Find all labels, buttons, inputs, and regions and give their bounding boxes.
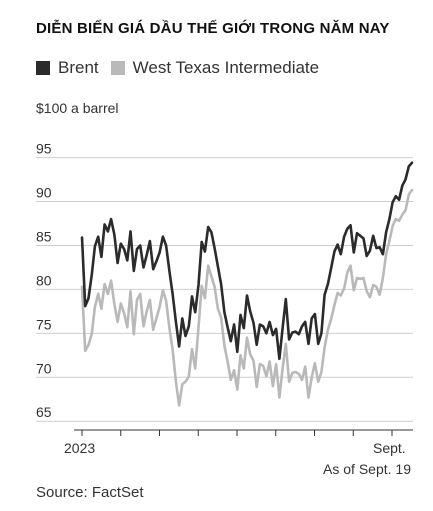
series-line-wti xyxy=(80,188,414,407)
y-tick-labels: 95 90 85 80 75 70 65 xyxy=(36,141,52,421)
legend-label-wti: West Texas Intermediate xyxy=(132,58,320,77)
legend-item-brent: Brent xyxy=(36,58,99,78)
x-tick-label-start: 2023 xyxy=(64,440,95,456)
series-lines xyxy=(80,161,414,407)
y-tick-label: 70 xyxy=(36,360,52,376)
as-of-note: As of Sept. 19 xyxy=(323,461,411,477)
x-tick-label-sept: Sept. xyxy=(373,440,406,456)
y-tick-label: 75 xyxy=(36,316,52,332)
gridlines xyxy=(36,157,413,422)
y-tick-label: 85 xyxy=(36,228,52,244)
legend: Brent West Texas Intermediate xyxy=(36,58,331,78)
chart-title: DIỄN BIẾN GIÁ DẦU THẾ GIỚI TRONG NĂM NAY xyxy=(36,20,390,37)
legend-swatch-brent xyxy=(36,61,50,75)
legend-item-wti: West Texas Intermediate xyxy=(110,58,320,78)
y-tick-label: 90 xyxy=(36,185,52,201)
source-note: Source: FactSet xyxy=(36,484,144,501)
legend-swatch-wti xyxy=(110,61,125,75)
series-line-brent xyxy=(80,161,414,361)
y-tick-label: 65 xyxy=(36,404,52,420)
x-axis: 2023 Sept. xyxy=(64,429,413,456)
y-tick-label: 80 xyxy=(36,272,52,288)
legend-label-brent: Brent xyxy=(58,58,99,77)
y-tick-label: 95 xyxy=(36,141,52,157)
y-axis-label: $100 a barrel xyxy=(36,100,119,116)
